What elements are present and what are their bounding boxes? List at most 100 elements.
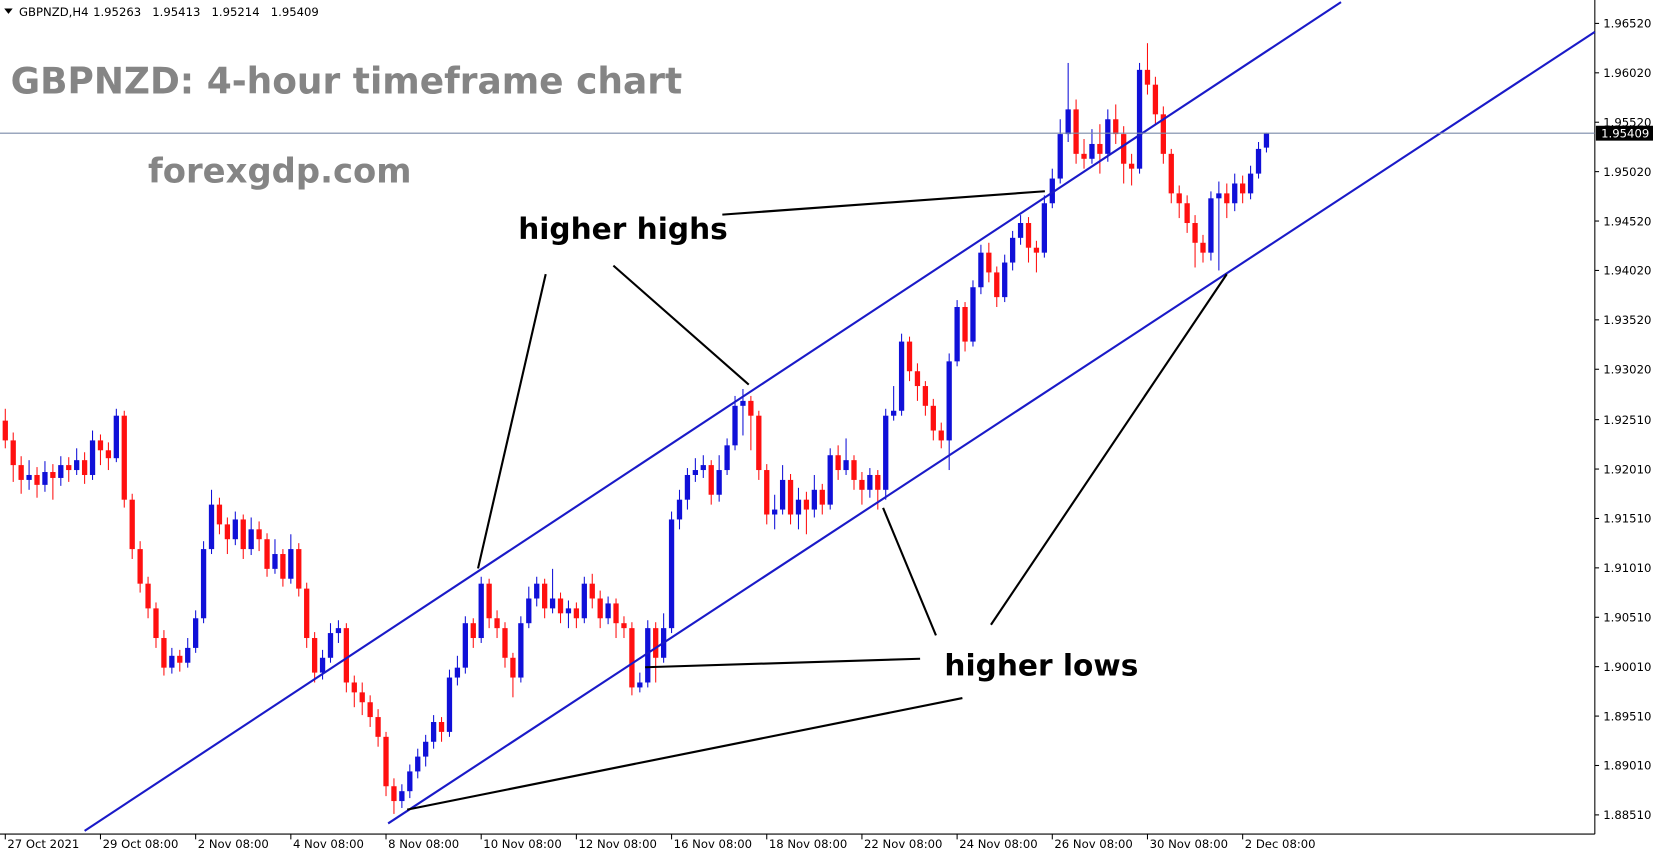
x-tick-label: 16 Nov 08:00 (674, 837, 752, 850)
price-label: 1.95409 (1601, 126, 1649, 140)
candle-body (1152, 84, 1159, 115)
candle-body (446, 677, 453, 732)
candle-body (676, 499, 683, 520)
candle-body (986, 252, 992, 273)
candle-body (534, 583, 540, 599)
candle-body (264, 539, 270, 569)
candle-body (1224, 193, 1230, 204)
candle-body (145, 583, 151, 609)
candle-body (367, 702, 373, 718)
candle-body (613, 603, 619, 624)
y-tick-label: 1.96020 (1603, 66, 1651, 80)
candle-body (1033, 247, 1040, 253)
candle-body (288, 549, 294, 579)
candle-body (1009, 237, 1016, 263)
chart-title: GBPNZD: 4-hour timeframe chart (11, 61, 683, 102)
candle-body (653, 628, 659, 658)
candle-body (605, 603, 611, 619)
candle-body (438, 722, 445, 732)
candle-body (375, 717, 381, 737)
candle-body (930, 405, 936, 431)
candle-body (542, 583, 548, 609)
x-tick-label: 8 Nov 08:00 (388, 837, 459, 850)
candle-body (311, 638, 318, 673)
candle-body (1073, 109, 1079, 154)
candle-body (129, 499, 135, 550)
candle-body (906, 341, 913, 372)
candle-body (970, 287, 976, 342)
menu-arrow[interactable] (4, 8, 13, 14)
candle-body (1232, 183, 1238, 204)
candle-body (510, 657, 516, 678)
annotation: higher highs (518, 211, 728, 246)
y-tick-label: 1.90510 (1603, 610, 1651, 624)
x-tick-label: 22 Nov 08:00 (864, 837, 942, 850)
candle-body (216, 504, 223, 525)
candle-body (1128, 163, 1135, 169)
candle-body (470, 623, 476, 639)
candle-body (573, 608, 580, 619)
candle-body (732, 405, 738, 446)
candle-body (1105, 119, 1111, 154)
candle-body (407, 771, 413, 792)
candle-body (803, 499, 810, 510)
candle-body (779, 479, 786, 510)
candle-body (34, 474, 40, 485)
candle-body (256, 529, 262, 540)
candle-body (10, 440, 16, 466)
candle-body (684, 474, 691, 500)
candle-body (637, 682, 643, 688)
candle-body (748, 400, 754, 416)
x-tick-label: 4 Nov 08:00 (293, 837, 364, 850)
price-label-box (1595, 125, 1653, 141)
candle-body (248, 529, 254, 550)
y-tick-label: 1.88510 (1603, 808, 1651, 822)
candle-body (1136, 69, 1143, 169)
candle-body (185, 647, 191, 663)
candle-body (621, 623, 627, 629)
candle-body (668, 519, 675, 629)
candle-body (827, 455, 833, 505)
candle-body (105, 450, 112, 459)
channel (84, 1, 1596, 832)
candle-body (137, 549, 143, 584)
candle-body (1057, 134, 1063, 179)
ohlc-high: 1.95413 (152, 5, 200, 19)
y-tick-label: 1.93520 (1603, 313, 1651, 327)
candle-body (708, 465, 714, 495)
candle-body (692, 470, 699, 475)
candle-body (954, 307, 960, 362)
candle-body (240, 519, 246, 550)
candle-body (161, 638, 167, 668)
candle-body (1255, 148, 1262, 174)
candle-body (898, 341, 905, 411)
candle-body (74, 460, 80, 471)
candle-body (700, 465, 706, 471)
candle-body (1017, 223, 1024, 238)
y-tick-label: 1.94020 (1603, 264, 1651, 278)
candle-body (740, 400, 746, 406)
x-tick-label: 12 Nov 08:00 (578, 837, 656, 850)
x-tick-label: 24 Nov 08:00 (959, 837, 1037, 850)
pointer-line (612, 264, 750, 386)
candle-body (772, 509, 778, 515)
candle-body (994, 272, 1000, 298)
candle-body (502, 628, 508, 658)
candle-body (224, 524, 231, 540)
candle-body (1144, 69, 1151, 85)
candle-body (1240, 183, 1246, 194)
y-tick-label: 1.95020 (1603, 165, 1651, 179)
candle-body (1200, 242, 1206, 253)
candle-body (486, 583, 492, 619)
candle-body (18, 465, 24, 480)
candle-body (319, 657, 326, 673)
candle-body (1208, 198, 1214, 253)
candle-body (518, 623, 524, 678)
y-tick-label: 1.93020 (1603, 362, 1651, 376)
y-tick-label: 1.91010 (1603, 561, 1651, 575)
candle-body (914, 371, 921, 387)
candle-body (89, 440, 96, 475)
candle-body (1176, 193, 1182, 204)
y-tick-label: 1.92510 (1603, 413, 1651, 427)
